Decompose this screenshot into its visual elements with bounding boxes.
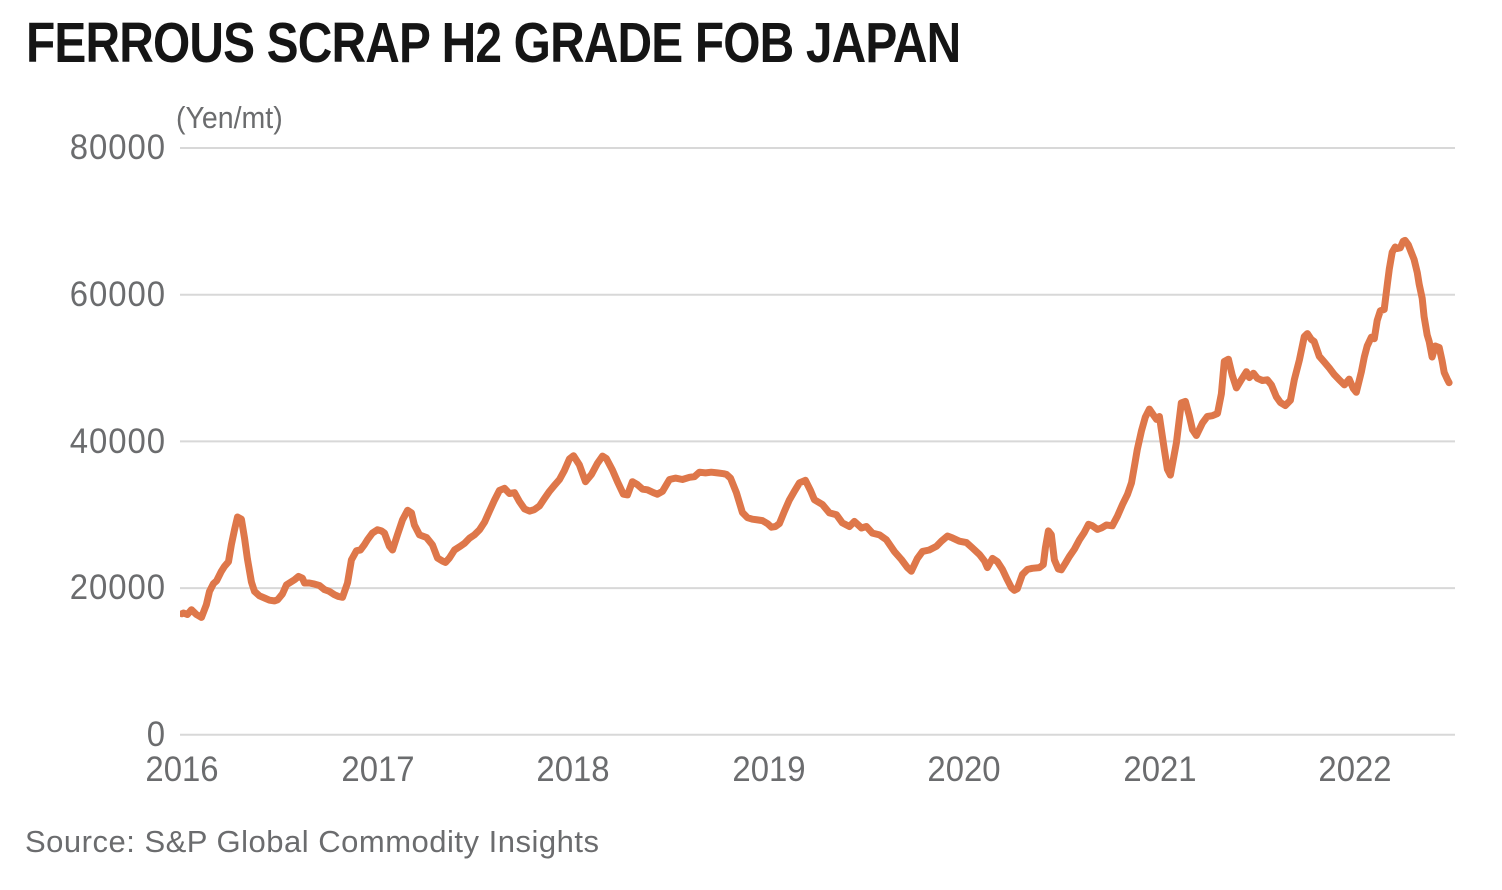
x-tick-label-2019: 2019 [732, 750, 806, 789]
x-tick-label-2018: 2018 [536, 750, 610, 789]
horizontal-gridlines [180, 147, 1455, 736]
x-tick-label-2017: 2017 [341, 750, 415, 789]
x-tick-label-2021: 2021 [1123, 750, 1197, 789]
y-tick-label-20000: 20000 [69, 568, 166, 607]
y-axis-tick-labels: 80000 60000 40000 20000 0 [0, 0, 166, 890]
x-tick-label-2022: 2022 [1318, 750, 1392, 789]
x-tick-label-2020: 2020 [927, 750, 1001, 789]
x-tick-label-2016: 2016 [145, 750, 219, 789]
y-tick-label-40000: 40000 [69, 422, 166, 461]
y-tick-label-60000: 60000 [69, 275, 166, 314]
y-axis-unit-label: (Yen/mt) [176, 100, 283, 135]
x-axis-tick-labels: 2016 2017 2018 2019 2020 2021 2022 [0, 752, 1502, 792]
source-note: Source: S&P Global Commodity Insights [25, 824, 600, 859]
y-tick-label-0: 0 [146, 715, 166, 754]
price-line-series [180, 236, 1453, 621]
plot-area [180, 147, 1455, 736]
page-title: FERROUS SCRAP H2 GRADE FOB JAPAN [26, 11, 961, 75]
y-tick-label-80000: 80000 [69, 128, 166, 167]
